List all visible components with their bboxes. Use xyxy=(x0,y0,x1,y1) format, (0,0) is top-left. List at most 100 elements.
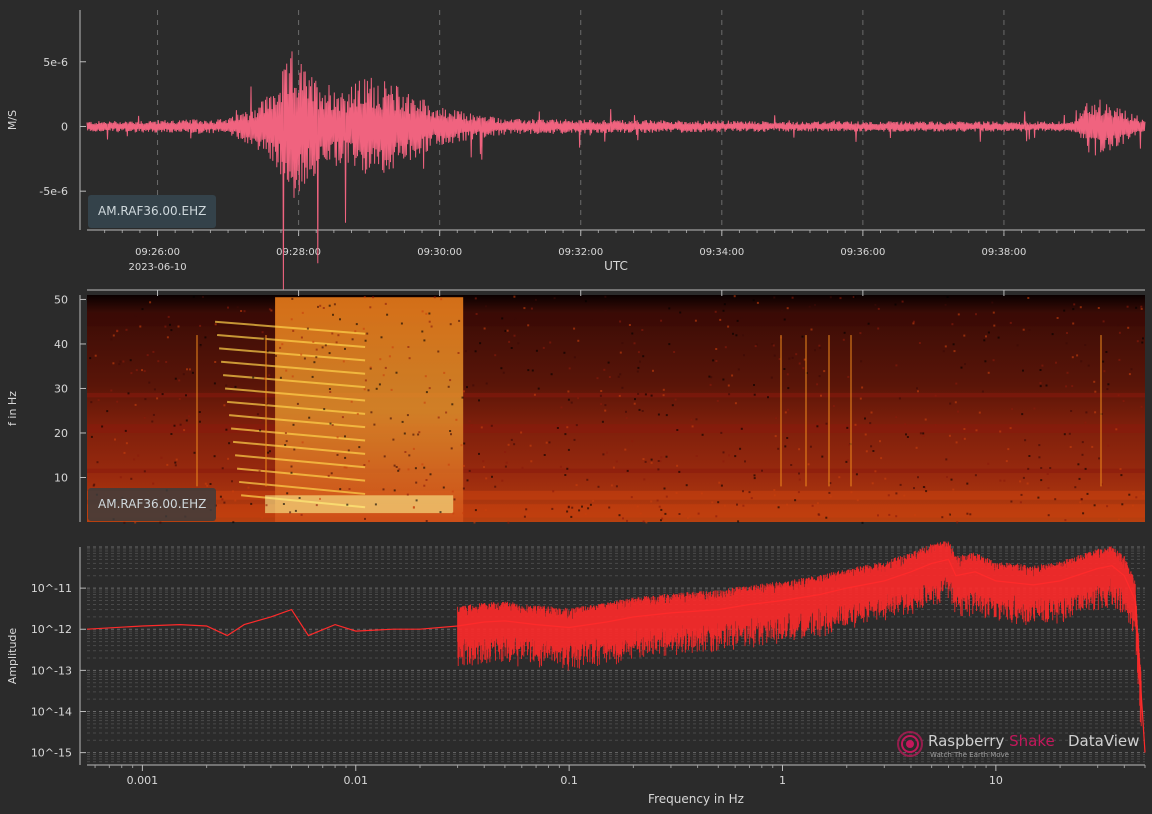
spectrogram-speckle xyxy=(473,521,476,524)
spectrogram-speckle xyxy=(143,370,146,373)
spectrogram-speckle xyxy=(610,484,613,487)
spectrogram-speckle xyxy=(174,377,177,380)
spectrogram-speckle xyxy=(139,325,142,328)
spectrogram-speckle xyxy=(329,391,332,393)
spectrogram-speckle xyxy=(358,446,361,449)
spectrogram-speckle xyxy=(1135,496,1138,499)
spectrogram-speckle xyxy=(362,327,365,330)
spectrogram-speckle xyxy=(425,479,428,481)
spectrogram-speckle xyxy=(306,327,309,330)
spectrogram-speckle xyxy=(668,307,671,310)
spectrogram-speckle xyxy=(948,434,951,437)
spectrogram-speckle xyxy=(527,324,530,327)
spectrogram-speckle xyxy=(740,317,743,319)
spectrogram-speckle xyxy=(101,425,104,428)
spectrogram-speckle xyxy=(1020,493,1023,496)
spectrogram-speckle xyxy=(1022,369,1024,372)
spectrogram-speckle xyxy=(450,447,453,450)
spectrogram-speckle xyxy=(775,417,778,420)
spectrogram-streak xyxy=(229,414,366,429)
spectrogram-speckle xyxy=(1084,344,1087,346)
spectrogram-speckle xyxy=(122,360,125,363)
waveform-ylabel: M/S xyxy=(6,110,19,130)
spectrogram-speckle xyxy=(643,478,646,481)
spectrogram-speckle xyxy=(364,379,367,382)
spectrogram-speckle xyxy=(733,295,736,298)
spectrogram-speckle xyxy=(641,329,644,331)
station-badge-waveform: AM.RAF36.00.EHZ xyxy=(88,195,217,228)
spectrogram-speckle xyxy=(675,492,678,494)
spectrum-ytick-label: 10^-15 xyxy=(31,747,72,760)
spectrogram-speckle xyxy=(268,374,271,377)
spectrogram-speckle xyxy=(798,472,800,475)
spectrogram-speckle xyxy=(774,435,777,438)
spectrogram-speckle xyxy=(1070,410,1073,412)
spectrogram-ytick-label: 20 xyxy=(54,427,68,440)
spectrogram-speckle xyxy=(174,461,177,464)
spectrogram-speckle xyxy=(575,424,578,427)
spectrogram-streak xyxy=(221,360,366,375)
spectrogram-speckle xyxy=(615,460,618,463)
spectrogram-speckle xyxy=(1118,426,1121,429)
spectrogram-speckle xyxy=(1094,411,1097,414)
spectrogram-speckle xyxy=(530,460,533,463)
spectrogram-speckle xyxy=(985,335,987,338)
spectrogram-speckle xyxy=(1093,504,1096,507)
spectrogram-speckle xyxy=(199,344,202,346)
spectrogram-speckle xyxy=(710,376,713,379)
spectrogram-speckle xyxy=(363,464,366,466)
spectrogram-speckle xyxy=(1093,380,1096,383)
spectrogram-speckle xyxy=(343,466,346,469)
spectrogram-speckle xyxy=(791,356,794,359)
spectrogram-speckle xyxy=(899,483,902,486)
spectrogram-speckle xyxy=(90,401,93,404)
spectrogram-speckle xyxy=(727,325,730,328)
spectrogram-speckle xyxy=(578,509,581,512)
spectrogram-speckle xyxy=(118,363,121,366)
spectrogram-speckle xyxy=(545,441,548,444)
spectrogram-speckle xyxy=(874,470,877,473)
spectrogram-speckle xyxy=(333,303,336,306)
spectrogram-speckle xyxy=(504,465,507,468)
spectrogram-speckle xyxy=(261,516,264,519)
spectrogram-speckle xyxy=(165,361,168,363)
spectrogram-speckle xyxy=(423,401,426,404)
spectrogram-speckle xyxy=(429,473,432,476)
spectrogram-speckle xyxy=(1035,322,1038,325)
spectrum-xtick-label: 0.1 xyxy=(560,774,578,787)
spectrogram-speckle xyxy=(798,478,801,481)
spectrogram-streak xyxy=(227,400,366,415)
spectrogram-speckle xyxy=(722,378,725,381)
spectrogram-speckle xyxy=(1007,448,1010,451)
spectrogram-speckle xyxy=(1027,467,1030,470)
spectrogram-speckle xyxy=(291,297,294,300)
spectrogram-speckle xyxy=(421,330,424,333)
spectrogram-speckle xyxy=(571,506,574,509)
spectrogram-speckle xyxy=(992,359,995,362)
spectrogram-speckle xyxy=(521,466,524,469)
spectrogram-speckle xyxy=(329,422,332,425)
spectrogram-speckle xyxy=(999,430,1002,433)
spectrogram-speckle xyxy=(1066,332,1068,334)
spectrogram-speckle xyxy=(787,408,789,411)
spectrogram-speckle xyxy=(378,383,381,386)
spectrogram-speckle xyxy=(397,469,400,472)
spectrogram-speckle xyxy=(1010,500,1013,503)
spectrogram-speckle xyxy=(753,393,756,396)
spectrogram-speckle xyxy=(736,319,739,322)
spectrogram-speckle xyxy=(993,324,996,327)
spectrogram-speckle xyxy=(523,307,526,310)
brand-product: DataView xyxy=(1068,732,1140,750)
spectrogram-speckle xyxy=(657,468,660,471)
spectrogram-speckle xyxy=(1041,364,1044,367)
spectrogram-speckle xyxy=(625,417,628,419)
spectrogram-speckle xyxy=(97,399,100,402)
spectrogram-speckle xyxy=(328,352,331,355)
waveform-ytick-label: 5e-6 xyxy=(43,56,68,69)
spectrogram-speckle xyxy=(303,357,306,360)
spectrogram-speckle xyxy=(178,398,181,400)
spectrogram-speckle xyxy=(665,495,668,498)
spectrogram-speckle xyxy=(828,491,831,494)
spectrogram-speckle xyxy=(157,360,160,363)
spectrogram-speckle xyxy=(373,423,376,426)
